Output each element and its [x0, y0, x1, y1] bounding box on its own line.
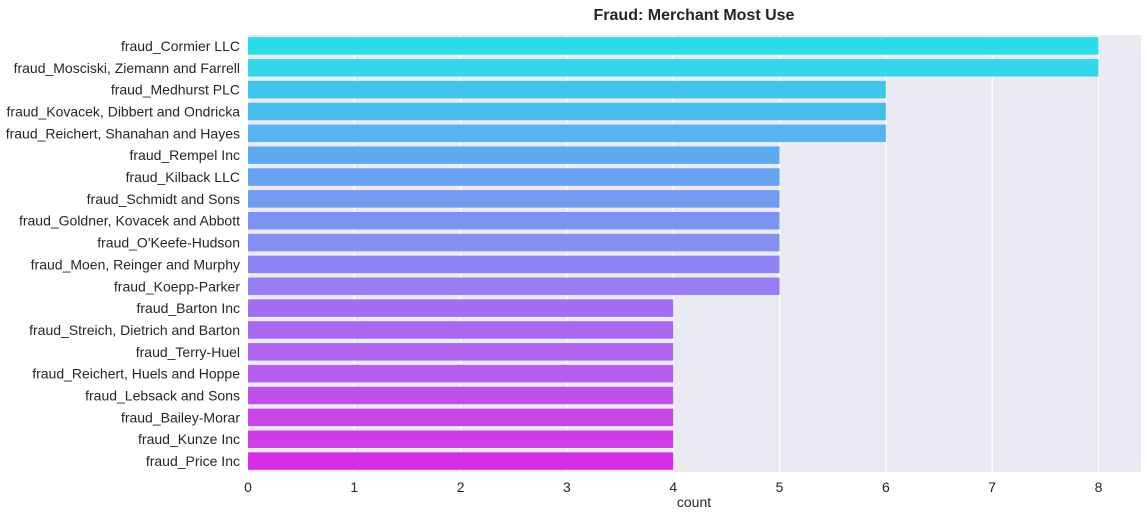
x-tick-label-3: 3: [563, 479, 571, 495]
y-tick-label-1: fraud_Mosciski, Ziemann and Farrell: [14, 60, 240, 76]
y-tick-label-2: fraud_Medhurst PLC: [111, 82, 240, 98]
y-tick-label-6: fraud_Kilback LLC: [126, 169, 240, 185]
bar-12: [248, 299, 674, 317]
y-tick-label-19: fraud_Price Inc: [146, 453, 240, 469]
y-tick-label-0: fraud_Cormier LLC: [121, 38, 240, 54]
bar-13: [248, 321, 674, 339]
x-tick-label-8: 8: [1095, 479, 1103, 495]
y-tick-label-18: fraud_Kunze Inc: [138, 431, 240, 447]
y-tick-label-15: fraud_Reichert, Huels and Hoppe: [32, 366, 240, 382]
plot-area: [248, 35, 1141, 472]
x-tick-label-5: 5: [776, 479, 784, 495]
y-tick-labels: fraud_Cormier LLC fraud_Mosciski, Ziemann…: [6, 38, 241, 469]
bar-6: [248, 168, 780, 186]
bar-1: [248, 59, 1099, 77]
x-tick-label-4: 4: [669, 479, 677, 495]
x-axis-label: count: [677, 494, 711, 510]
bar-19: [248, 452, 674, 470]
y-tick-label-12: fraud_Barton Inc: [136, 300, 240, 316]
bar-14: [248, 343, 674, 361]
bar-0: [248, 37, 1099, 55]
y-tick-label-14: fraud_Terry-Huel: [136, 344, 240, 360]
bar-17: [248, 408, 674, 427]
bar-15: [248, 364, 674, 383]
y-tick-label-4: fraud_Reichert, Shanahan and Hayes: [6, 125, 240, 141]
bars: [248, 37, 1099, 470]
x-tick-label-7: 7: [988, 479, 996, 495]
bar-2: [248, 80, 886, 99]
x-tick-label-6: 6: [882, 479, 890, 495]
y-tick-label-13: fraud_Streich, Dietrich and Barton: [29, 322, 240, 338]
y-tick-label-7: fraud_Schmidt and Sons: [87, 191, 240, 207]
x-tick-labels: 0 1 2 3 4 5 6 7 8: [244, 479, 1102, 495]
bar-7: [248, 190, 780, 208]
x-tick-label-1: 1: [350, 479, 358, 495]
y-tick-label-10: fraud_Moen, Reinger and Murphy: [31, 256, 240, 272]
y-tick-label-3: fraud_Kovacek, Dibbert and Ondricka: [7, 103, 241, 119]
y-tick-label-5: fraud_Rempel Inc: [129, 147, 240, 163]
bar-11: [248, 277, 780, 296]
chart-title: Fraud: Merchant Most Use: [594, 7, 795, 24]
bar-4: [248, 124, 886, 143]
x-tick-label-2: 2: [457, 479, 465, 495]
bar-16: [248, 386, 674, 405]
y-tick-label-17: fraud_Bailey-Morar: [121, 409, 240, 425]
bar-3: [248, 102, 886, 121]
bar-10: [248, 255, 780, 274]
y-tick-label-16: fraud_Lebsack and Sons: [85, 388, 240, 404]
bar-9: [248, 233, 780, 252]
y-tick-label-11: fraud_Koepp-Parker: [114, 278, 240, 294]
x-tick-label-0: 0: [244, 479, 252, 495]
y-tick-label-8: fraud_Goldner, Kovacek and Abbott: [19, 213, 240, 229]
bar-8: [248, 211, 780, 230]
y-tick-label-9: fraud_O'Keefe-Hudson: [97, 235, 240, 251]
bar-18: [248, 430, 674, 448]
bar-5: [248, 146, 780, 164]
